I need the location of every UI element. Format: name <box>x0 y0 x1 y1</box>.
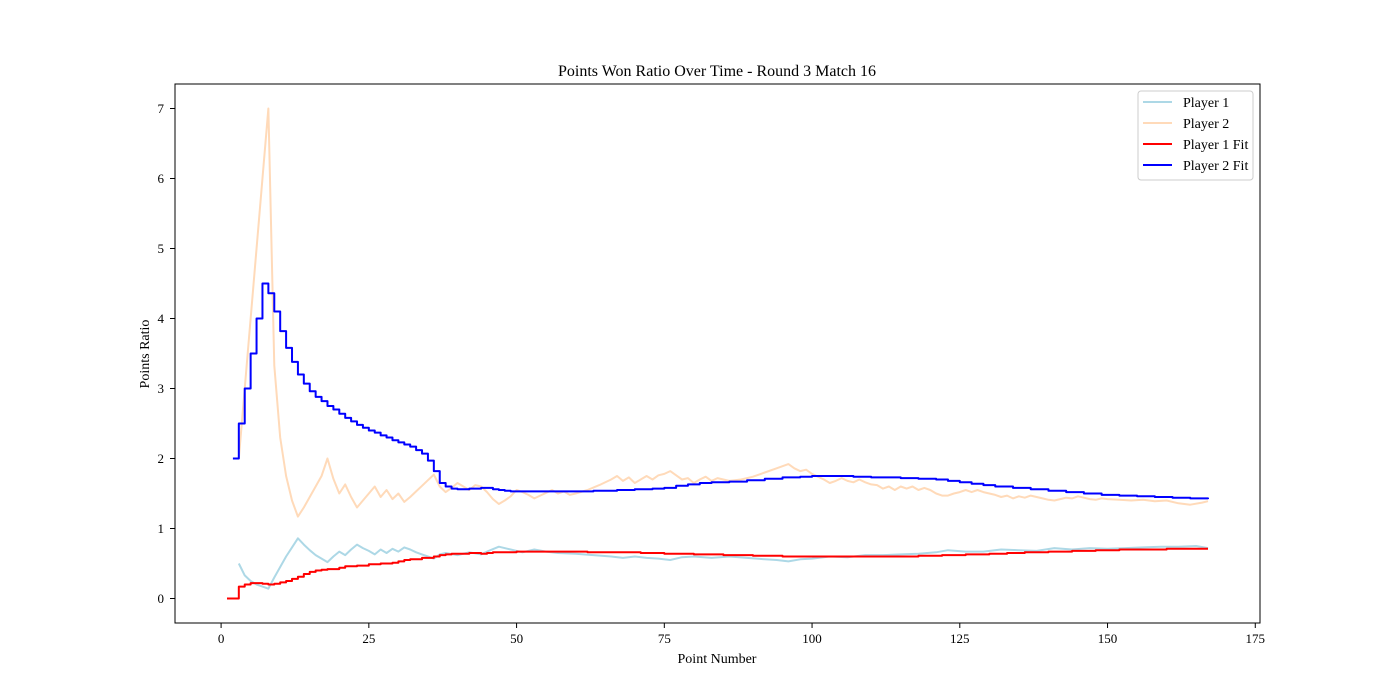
y-tick-label: 7 <box>158 101 165 116</box>
x-tick-label: 25 <box>362 631 375 646</box>
x-tick-label: 75 <box>658 631 671 646</box>
series-layer <box>227 107 1209 600</box>
y-tick-label: 1 <box>158 521 165 536</box>
y-tick-label: 2 <box>158 451 165 466</box>
series-line-player-2-fit <box>232 282 1209 500</box>
x-tick-label: 175 <box>1246 631 1266 646</box>
legend-entry-label: Player 2 Fit <box>1183 159 1248 174</box>
series-line-player-1 <box>237 537 1209 590</box>
plot-area-frame <box>174 83 1261 624</box>
x-axis-label: Point Number <box>678 652 757 667</box>
x-tick-label: 150 <box>1098 631 1118 646</box>
y-tick-label: 3 <box>158 381 165 396</box>
x-axis: 0 25 50 75 100 125 150 175 <box>218 623 1265 646</box>
legend: Player 1 Player 2 Player 1 Fit Player 2 Fit <box>1137 90 1254 181</box>
y-axis-label: Points Ratio <box>138 320 153 389</box>
x-tick-label: 100 <box>802 631 822 646</box>
series-line-player-1-fit <box>227 547 1208 600</box>
legend-entry-label: Player 1 Fit <box>1183 138 1248 153</box>
y-tick-label: 5 <box>158 241 165 256</box>
legend-entry-label: Player 1 <box>1183 96 1229 111</box>
legend-box <box>1137 90 1254 181</box>
y-tick-label: 0 <box>158 591 165 606</box>
legend-entry-label: Player 2 <box>1183 117 1229 132</box>
y-tick-label: 6 <box>158 171 165 186</box>
y-axis: 0 1 2 3 4 5 6 7 <box>158 101 175 606</box>
series-line-player-2 <box>237 107 1209 518</box>
y-tick-label: 4 <box>158 311 165 326</box>
chart-title: Points Won Ratio Over Time - Round 3 Mat… <box>558 63 876 80</box>
x-tick-label: 0 <box>218 631 225 646</box>
x-tick-label: 125 <box>950 631 970 646</box>
x-tick-label: 50 <box>510 631 523 646</box>
